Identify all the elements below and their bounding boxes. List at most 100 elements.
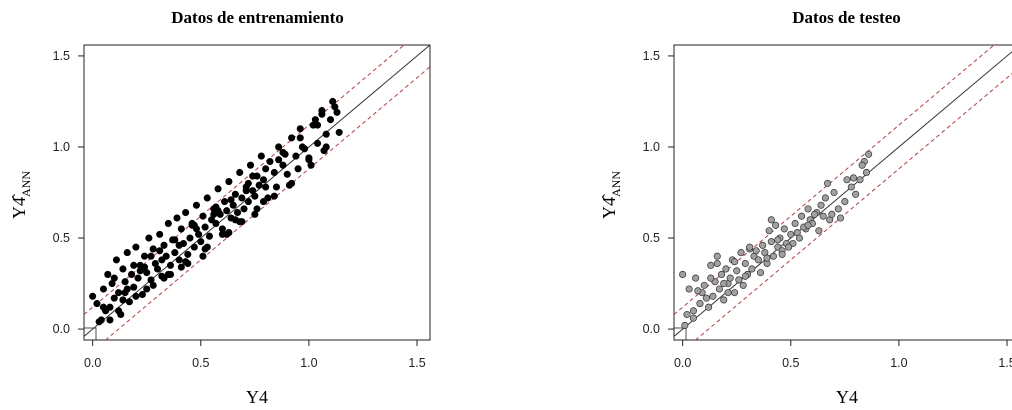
data-point: [272, 183, 281, 191]
data-point: [283, 170, 291, 178]
data-point: [199, 252, 207, 260]
corner-marker: [83, 327, 97, 341]
x-axis-title: Y4: [836, 387, 858, 407]
data-point: [823, 179, 832, 187]
data-point: [700, 281, 708, 289]
data-point: [718, 270, 726, 278]
data-point: [184, 250, 192, 258]
data-point: [780, 225, 788, 233]
data-point: [281, 150, 289, 158]
data-point: [279, 161, 287, 169]
data-point: [322, 130, 330, 138]
chart-title: Datos de entrenamiento: [171, 8, 344, 27]
data-point: [707, 261, 715, 269]
data-point: [821, 194, 829, 202]
data-point: [689, 307, 698, 315]
data-point: [199, 212, 207, 220]
identity-line: [674, 51, 1012, 337]
data-point: [164, 270, 172, 278]
y-tick-label: 1.5: [53, 49, 70, 63]
data-point: [748, 265, 756, 273]
data-point: [778, 250, 786, 258]
data-point: [121, 278, 129, 286]
x-tick-label: 1.5: [408, 356, 425, 370]
data-point: [136, 267, 144, 275]
data-point: [244, 179, 252, 187]
data-point: [238, 194, 246, 202]
data-point: [171, 249, 179, 257]
data-point: [123, 249, 131, 257]
data-point: [212, 203, 220, 211]
data-point: [834, 205, 842, 213]
data-point: [707, 274, 715, 282]
data-point: [819, 212, 827, 220]
data-point: [817, 201, 825, 209]
plot-frame: [673, 44, 1012, 341]
x-tick-label: 0.5: [782, 356, 799, 370]
data-point: [713, 259, 721, 268]
data-point: [296, 125, 304, 133]
data-point: [275, 156, 283, 164]
data-point: [164, 219, 172, 228]
data-point: [262, 165, 270, 173]
data-point: [679, 270, 687, 278]
x-axis-title: Y4: [246, 387, 268, 407]
data-point: [175, 241, 183, 249]
data-point: [197, 238, 205, 246]
data-point: [715, 285, 723, 293]
data-point: [119, 265, 127, 273]
data-point: [244, 198, 252, 206]
data-point: [791, 219, 799, 228]
data-point: [156, 247, 164, 255]
data-point: [115, 289, 123, 297]
data-point: [713, 252, 721, 260]
data-point: [313, 139, 322, 147]
data-point: [763, 254, 771, 262]
data-point: [259, 176, 268, 184]
data-point: [130, 283, 138, 291]
identity-line: [84, 45, 430, 337]
x-tick-label: 0.5: [192, 356, 209, 370]
data-point: [772, 221, 780, 229]
data-point: [815, 227, 823, 235]
upper-band-line: [84, 45, 405, 315]
data-point: [236, 168, 244, 177]
data-point: [205, 232, 213, 240]
y-tick-label: 1.0: [643, 140, 660, 154]
data-point: [99, 285, 108, 293]
data-point: [320, 147, 328, 155]
data-point: [705, 303, 713, 311]
training-scatter-plot: 0.0 0.5 1.0 1.5 0.0 0.5 1.0 1.5 Y4 Y4̂ANN: [9, 44, 431, 407]
data-point: [769, 252, 778, 260]
data-point: [702, 294, 710, 302]
data-point: [275, 143, 283, 151]
data-point: [110, 274, 118, 282]
data-point: [731, 289, 739, 297]
data-point: [326, 116, 335, 124]
data-point: [145, 234, 153, 242]
y-axis-title: Y4̂ANN: [9, 171, 33, 219]
data-point: [335, 128, 343, 136]
data-point: [238, 218, 246, 226]
data-point: [119, 296, 127, 304]
data-point: [186, 234, 194, 242]
data-point: [785, 243, 793, 251]
data-point: [110, 294, 118, 302]
data-point: [847, 183, 855, 191]
data-point: [722, 265, 730, 273]
data-point: [865, 150, 873, 158]
data-point: [255, 181, 263, 189]
data-point: [153, 265, 162, 273]
y-tick-label: 1.0: [53, 140, 70, 154]
data-point: [259, 198, 268, 206]
data-point: [288, 134, 296, 142]
data-point: [141, 252, 149, 260]
data-point: [752, 247, 760, 255]
x-tick-label: 0.0: [674, 356, 691, 370]
upper-band-line: [674, 45, 995, 315]
data-point: [203, 243, 211, 251]
data-point: [132, 243, 140, 251]
data-point: [177, 225, 185, 233]
data-point: [182, 258, 190, 266]
data-point: [223, 207, 231, 215]
